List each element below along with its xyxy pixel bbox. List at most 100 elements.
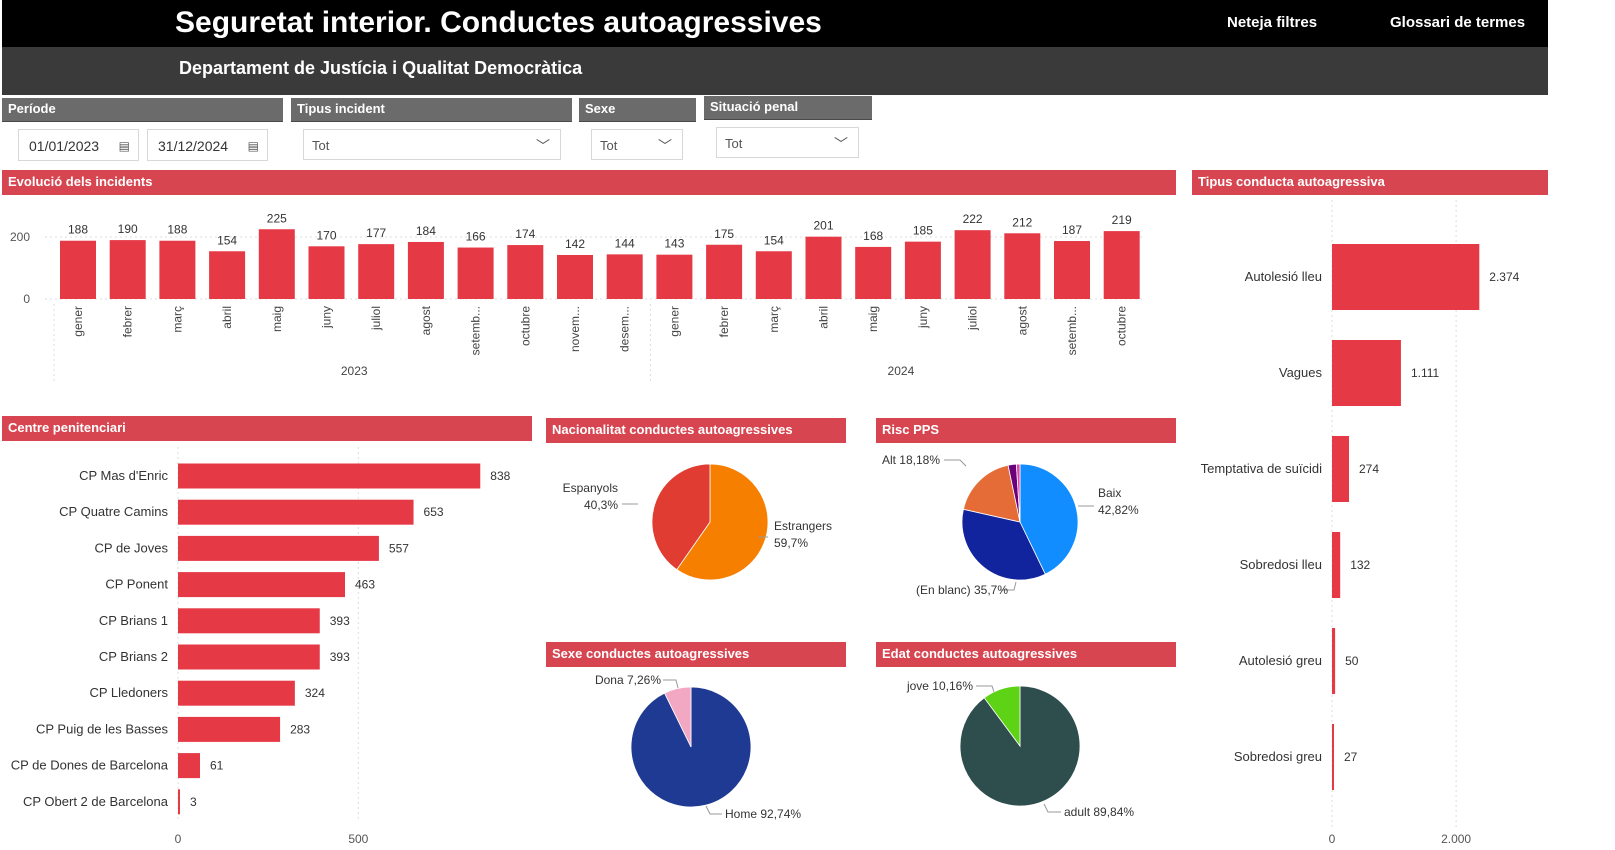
bar-novem... xyxy=(557,254,593,299)
year-label: 2024 xyxy=(888,364,915,378)
calendar-icon[interactable]: ▤ xyxy=(247,139,259,153)
bar-octubre xyxy=(507,245,544,299)
data-label: 177 xyxy=(366,226,386,240)
data-label: 142 xyxy=(565,237,585,251)
x-tick-label: abril xyxy=(817,306,831,329)
risk-pie-chart: Baix 42,82% (En blanc) 35,7% Alt 18,18% xyxy=(882,453,1139,597)
y-tick-label: 0 xyxy=(23,292,30,306)
data-label: 144 xyxy=(615,236,635,250)
leader-line xyxy=(1043,803,1061,813)
period-start-input[interactable]: 01/01/2023 ▤ xyxy=(18,129,139,161)
data-label: 184 xyxy=(416,224,436,238)
x-tick-label: 0 xyxy=(175,832,182,846)
pie-slice-Alt xyxy=(962,464,1021,523)
category-label: CP de Joves xyxy=(95,540,169,555)
data-label: 324 xyxy=(305,686,325,700)
penal-status-value: Tot xyxy=(725,136,743,151)
pie-slice-adult xyxy=(959,685,1081,807)
period-filter-label: Període xyxy=(2,98,283,122)
data-label: 219 xyxy=(1112,213,1132,227)
leader-line xyxy=(944,459,967,467)
leader-line xyxy=(663,679,679,689)
x-tick-label: juny xyxy=(916,306,930,329)
period-end-input[interactable]: 31/12/2024 ▤ xyxy=(147,129,268,161)
x-tick-label: novem... xyxy=(568,306,582,352)
period-end-value: 31/12/2024 xyxy=(158,138,229,154)
penal-status-dropdown[interactable]: Tot ﹀ xyxy=(716,127,859,158)
data-label: 185 xyxy=(913,224,933,238)
data-label: 274 xyxy=(1359,462,1379,476)
bar-Vagues xyxy=(1332,340,1401,406)
incident-type-dropdown[interactable]: Tot ﹀ xyxy=(303,129,561,160)
slice-label: Home 92,74% xyxy=(725,807,801,821)
x-tick-label: octubre xyxy=(1115,306,1129,346)
data-label: 27 xyxy=(1344,750,1358,764)
leader-line xyxy=(1000,581,1017,591)
clear-filters-button[interactable]: Neteja filtres xyxy=(1227,14,1318,31)
x-tick-label: març xyxy=(170,306,184,333)
x-tick-label: maig xyxy=(270,306,284,332)
bar-CP Quatre Camins xyxy=(178,499,414,525)
slice-label: jove 10,16% xyxy=(906,679,973,693)
conduct-type-chart: 0 2.000 Autolesió lleu 2.374 Vagues 1.111 Temp… xyxy=(1201,200,1520,846)
pie-slice-Espanyols xyxy=(651,463,711,571)
bar-juliol xyxy=(358,244,395,299)
slice-label: Espanyols xyxy=(563,481,618,495)
pie-slice-other-4 xyxy=(1015,463,1021,523)
calendar-icon[interactable]: ▤ xyxy=(118,139,130,153)
chevron-down-icon: ﹀ xyxy=(834,136,848,152)
bar-Autolesió greu xyxy=(1332,628,1336,694)
centres-panel-title: Centre penitenciari xyxy=(2,416,532,441)
slice-label: Alt 18,18% xyxy=(882,453,940,467)
sex-pie-chart: Dona 7,26% Home 92,74% xyxy=(595,673,801,821)
pie-slice-(En blanc) xyxy=(961,508,1046,581)
slice-label: Dona 7,26% xyxy=(595,673,661,687)
data-label: 154 xyxy=(764,233,784,247)
category-label: CP Obert 2 de Barcelona xyxy=(23,794,169,809)
bar-juny xyxy=(308,246,345,299)
data-label: 175 xyxy=(714,227,734,241)
data-label: 222 xyxy=(963,212,983,226)
data-label: 188 xyxy=(167,223,187,237)
incident-type-filter-label: Tipus incident xyxy=(291,98,572,122)
bar-març xyxy=(755,251,792,299)
bar-juny xyxy=(904,241,941,299)
slice-percent: 59,7% xyxy=(774,536,808,550)
data-label: 653 xyxy=(424,505,444,519)
bar-CP Brians 2 xyxy=(178,644,320,670)
centres-chart: 0 500 CP Mas d'Enric 838 CP Quatre Camins 653… xyxy=(11,447,511,846)
y-tick-label: 200 xyxy=(10,230,30,244)
x-tick-label: 2.000 xyxy=(1441,832,1471,846)
sex-dropdown[interactable]: Tot ﹀ xyxy=(591,129,683,160)
bar-CP Brians 1 xyxy=(178,608,320,634)
slice-label: adult 89,84% xyxy=(1064,805,1134,819)
data-label: 2.374 xyxy=(1489,270,1519,284)
glossary-button[interactable]: Glossari de termes xyxy=(1390,14,1526,31)
incident-type-value: Tot xyxy=(312,138,330,153)
evolution-panel-title: Evolució dels incidents xyxy=(2,170,1176,195)
category-label: CP Quatre Camins xyxy=(59,504,168,519)
x-tick-label: setemb... xyxy=(1065,306,1079,355)
category-label: Temptativa de suïcidi xyxy=(1201,461,1323,476)
data-label: 283 xyxy=(290,722,310,736)
bar-setemb... xyxy=(457,247,494,299)
sex-value: Tot xyxy=(600,138,618,153)
x-tick-label: agost xyxy=(1015,305,1029,335)
bar-desem... xyxy=(606,254,643,299)
data-label: 225 xyxy=(267,211,287,225)
category-label: Vagues xyxy=(1279,365,1323,380)
bar-abril xyxy=(805,236,842,299)
bar-març xyxy=(159,240,196,299)
category-label: CP Brians 2 xyxy=(99,649,168,664)
nationality-panel-title: Nacionalitat conductes autoagressives xyxy=(546,418,846,443)
x-tick-label: gener xyxy=(667,306,681,337)
bar-CP Lledoners xyxy=(178,680,295,706)
bar-febrer xyxy=(706,244,743,299)
x-tick-label: febrer xyxy=(121,306,135,337)
bar-CP Puig de les Basses xyxy=(178,716,281,742)
page-title: Seguretat interior. Conductes autoagress… xyxy=(175,6,822,39)
nationality-pie-chart: Espanyols 40,3% Estrangers 59,7% xyxy=(563,463,832,581)
x-tick-label: 500 xyxy=(348,832,368,846)
data-label: 393 xyxy=(330,650,350,664)
data-label: 61 xyxy=(210,759,224,773)
